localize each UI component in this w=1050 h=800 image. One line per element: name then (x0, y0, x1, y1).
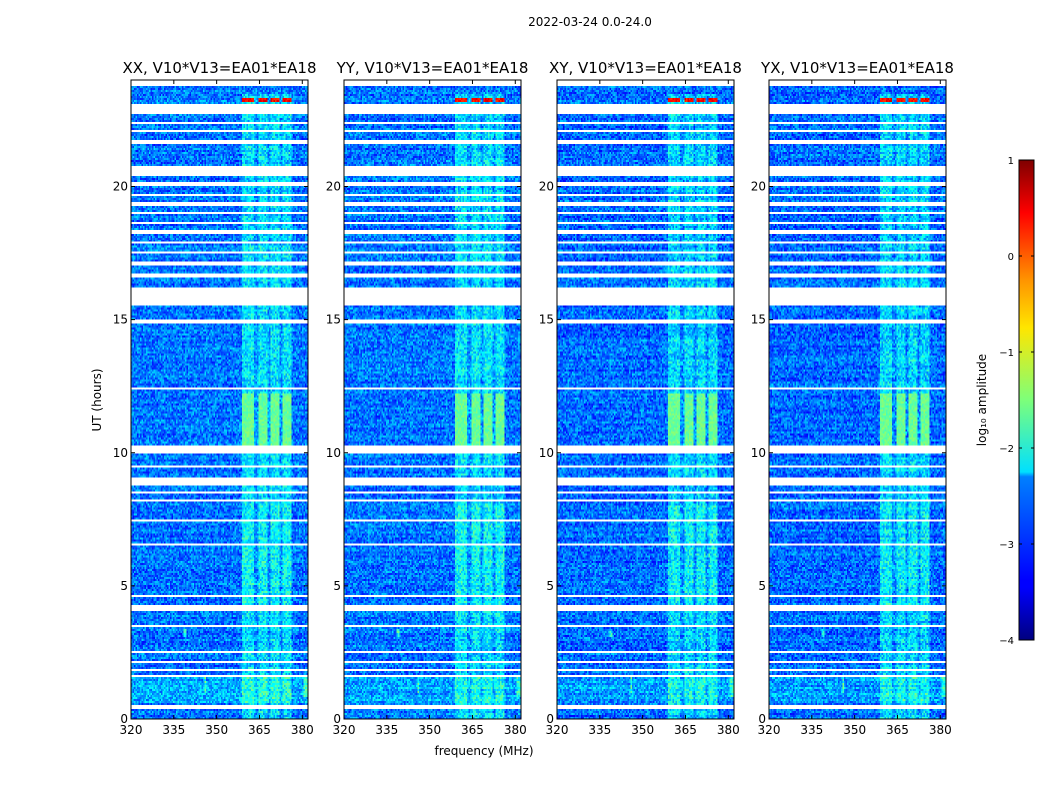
y-tick-label: 20 (113, 180, 128, 194)
x-tick-label: 350 (631, 723, 654, 737)
x-tick-label: 365 (674, 723, 697, 737)
y-tick-label: 15 (113, 313, 128, 327)
panel-frame (768, 79, 947, 720)
x-tick-label: 380 (929, 723, 952, 737)
y-tick-label: 10 (326, 446, 341, 460)
figure-suptitle: 2022-03-24 0.0-24.0 (528, 15, 652, 29)
panel-frame (130, 79, 309, 720)
panel-xy: XY, V10*V13=EA01*EA18 320 335 350 365 380 0 5 10… (539, 59, 742, 737)
colorbar-label: log₁₀ amplitude (975, 354, 989, 446)
colorbar-tick-label: −3 (999, 540, 1014, 551)
panel-yx: YX, V10*V13=EA01*EA18 320 335 350 365 380 0 5 10… (751, 59, 954, 737)
x-tick-label: 350 (418, 723, 441, 737)
x-tick-label: 380 (291, 723, 314, 737)
x-tick-label: 335 (800, 723, 823, 737)
panel-title: YX, V10*V13=EA01*EA18 (760, 59, 954, 77)
x-tick-label: 320 (120, 723, 143, 737)
y-tick-label: 15 (326, 313, 341, 327)
y-tick-label: 5 (546, 579, 554, 593)
panel-frame (343, 79, 522, 720)
y-tick-label: 20 (751, 180, 766, 194)
x-tick-label: 320 (546, 723, 569, 737)
y-tick-label: 5 (333, 579, 341, 593)
y-tick-label: 0 (546, 712, 554, 726)
y-tick-label: 0 (333, 712, 341, 726)
y-tick-label: 15 (539, 313, 554, 327)
x-tick-label: 320 (333, 723, 356, 737)
x-tick-label: 380 (504, 723, 527, 737)
panel-title: XX, V10*V13=EA01*EA18 (122, 59, 316, 77)
y-tick-label: 5 (120, 579, 128, 593)
colorbar-tick-label: −1 (999, 348, 1014, 359)
x-tick-label: 350 (843, 723, 866, 737)
waterfall-heatmap (769, 80, 946, 719)
x-tick-label: 350 (205, 723, 228, 737)
y-tick-label: 10 (539, 446, 554, 460)
colorbar-tick-label: −2 (999, 444, 1014, 455)
panel-title: YY, V10*V13=EA01*EA18 (336, 59, 529, 77)
x-tick-label: 365 (248, 723, 271, 737)
y-tick-label: 0 (120, 712, 128, 726)
y-tick-label: 20 (539, 180, 554, 194)
colorbar-tick-label: 1 (1008, 156, 1014, 167)
x-tick-label: 365 (886, 723, 909, 737)
x-tick-label: 335 (375, 723, 398, 737)
panels-group: XX, V10*V13=EA01*EA18 320 335 350 365 380 0 5 10… (113, 59, 954, 737)
y-tick-label: 10 (113, 446, 128, 460)
x-tick-label: 335 (162, 723, 185, 737)
x-tick-label: 365 (461, 723, 484, 737)
colorbar-ticks: 1 0 −1 −2 −3 −4 (999, 156, 1034, 647)
y-tick-label: 15 (751, 313, 766, 327)
panel-xx: XX, V10*V13=EA01*EA18 320 335 350 365 380 0 5 10… (113, 59, 317, 737)
colorbar-tick-label: 0 (1008, 252, 1014, 263)
panel-frame (556, 79, 735, 720)
x-tick-label: 335 (588, 723, 611, 737)
x-tick-label: 320 (758, 723, 781, 737)
y-tick-label: 10 (751, 446, 766, 460)
panel-title: XY, V10*V13=EA01*EA18 (549, 59, 742, 77)
waterfall-heatmap (131, 80, 308, 719)
x-tick-label: 380 (717, 723, 740, 737)
y-axis-label: UT (hours) (90, 368, 104, 431)
waterfall-heatmap (557, 80, 734, 719)
colorbar: 1 0 −1 −2 −3 −4 log₁₀ amplitude (975, 156, 1035, 647)
colorbar-tick-label: −4 (999, 636, 1014, 647)
waterfall-heatmap (344, 80, 521, 719)
x-axis-label: frequency (MHz) (434, 744, 533, 758)
y-tick-label: 5 (758, 579, 766, 593)
y-tick-label: 20 (326, 180, 341, 194)
y-tick-label: 0 (758, 712, 766, 726)
panel-yy: YY, V10*V13=EA01*EA18 320 335 350 365 380 0 5 10… (326, 59, 529, 737)
colorbar-gradient (1018, 159, 1035, 641)
